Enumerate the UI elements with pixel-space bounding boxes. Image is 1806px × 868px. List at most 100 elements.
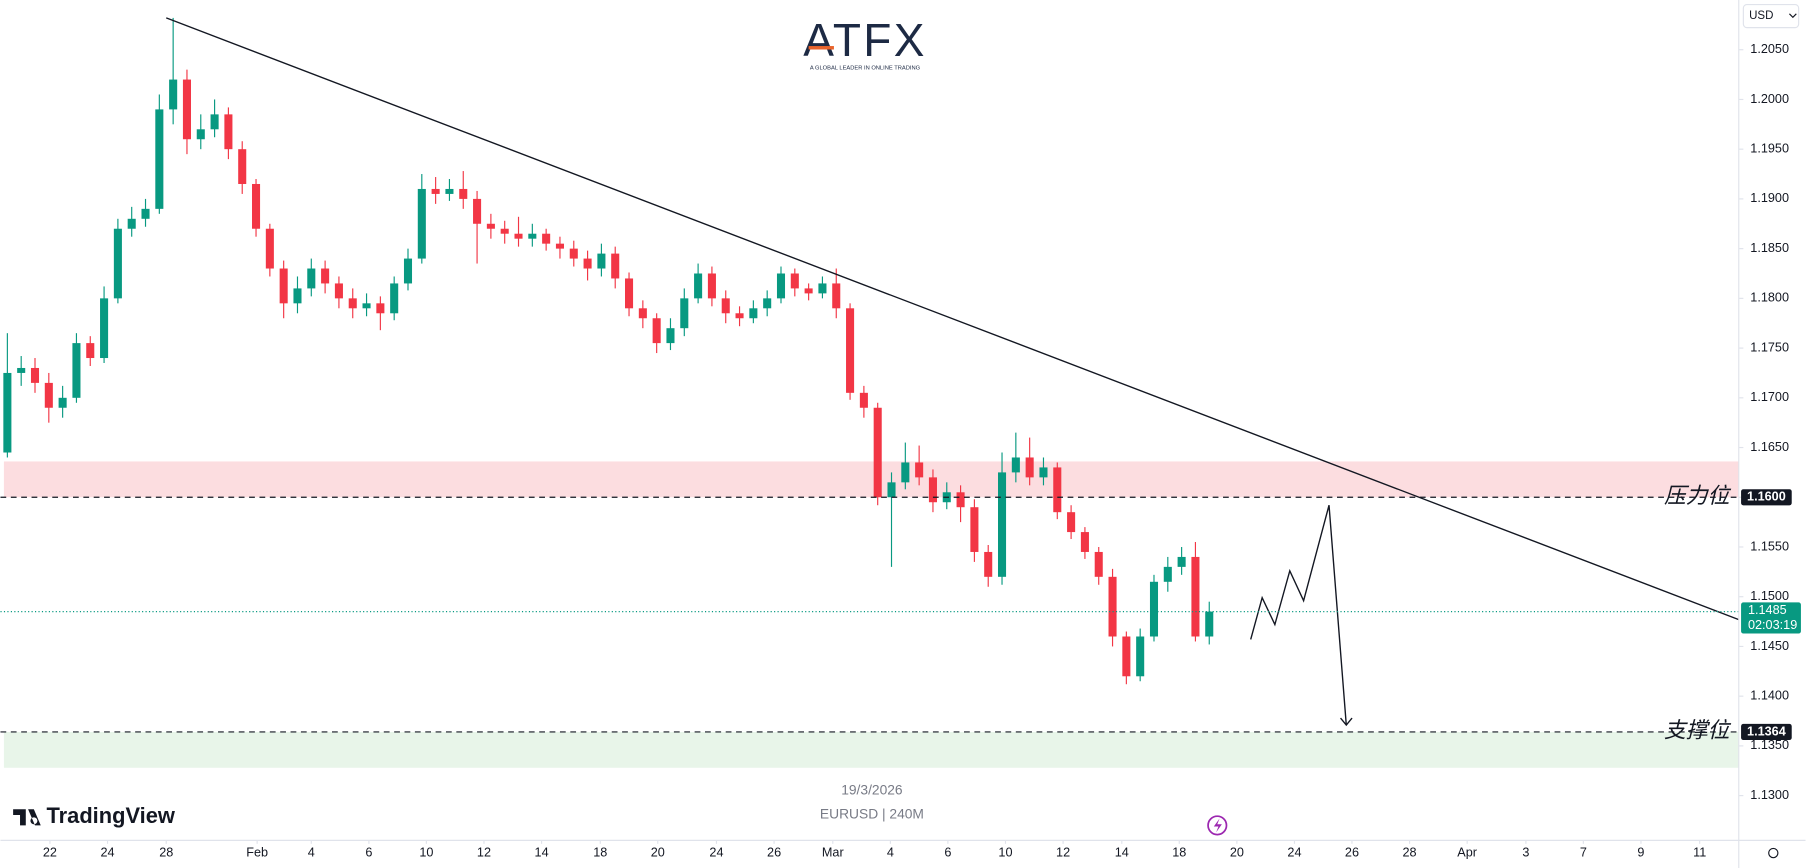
candle-body — [1011, 457, 1020, 473]
candle-body — [44, 382, 53, 408]
event-icon[interactable] — [1207, 815, 1228, 836]
level-label: 支撑位 — [1664, 718, 1732, 743]
candle-body — [1094, 551, 1103, 577]
candle-body — [928, 477, 937, 503]
candle-body — [735, 313, 744, 319]
trendline — [165, 17, 1740, 621]
logo: ATFX — [803, 14, 926, 66]
candle-body — [1136, 636, 1145, 677]
candle-body — [611, 253, 620, 279]
candle-body — [486, 223, 495, 229]
candle-body — [694, 273, 703, 299]
y-tick-label: 1.1850 — [1750, 241, 1789, 255]
candle-body — [1053, 467, 1062, 513]
candle-body — [846, 308, 855, 393]
x-tick-label: 26 — [1345, 845, 1359, 859]
candle-body — [1025, 457, 1034, 478]
candle-body — [542, 233, 551, 244]
logo-tagline: A GLOBAL LEADER IN ONLINE TRADING — [810, 65, 921, 71]
candle-body — [376, 303, 385, 314]
x-tick-label: 26 — [767, 845, 781, 859]
candle-body — [224, 114, 233, 150]
x-tick-label: 14 — [1115, 845, 1129, 859]
candle-body — [625, 278, 634, 309]
candle-body — [362, 303, 371, 309]
candle-body — [1108, 576, 1117, 637]
level-value: 1.1364 — [1747, 724, 1786, 738]
candle-body — [984, 551, 993, 577]
candle-body — [445, 188, 454, 194]
candle-body — [1205, 611, 1214, 637]
candle-body — [763, 298, 772, 309]
candle-body — [887, 482, 896, 498]
candle-body — [956, 492, 965, 508]
candle-body — [597, 253, 606, 269]
y-tick-label: 1.1500 — [1750, 589, 1789, 603]
candle-body — [72, 343, 81, 398]
candle-body — [252, 183, 261, 229]
x-tick-label: 12 — [1056, 845, 1070, 859]
candle-body — [155, 109, 164, 209]
y-tick-label: 1.1750 — [1750, 340, 1789, 354]
watermark-symbol: EURUSD | 240M — [820, 806, 924, 822]
candle-body — [86, 343, 95, 359]
x-tick-label: 14 — [535, 845, 549, 859]
candle-body — [707, 273, 716, 299]
x-tick-label: 28 — [159, 845, 173, 859]
candle-body — [528, 233, 537, 239]
candle-body — [334, 283, 343, 299]
currency-select[interactable] — [1742, 4, 1800, 29]
x-tick-label: 24 — [100, 845, 114, 859]
x-tick-label: 9 — [1637, 845, 1644, 859]
candle-body — [873, 407, 882, 498]
x-tick-label: 6 — [944, 845, 951, 859]
candle-body — [431, 188, 440, 194]
candle-body — [210, 114, 219, 130]
watermark-date: 19/3/2026 — [841, 782, 903, 798]
x-tick-label: 18 — [1172, 845, 1186, 859]
candle-body — [652, 318, 661, 344]
y-tick-label: 1.2050 — [1750, 42, 1789, 56]
candle-body — [1039, 467, 1048, 478]
candle-body — [721, 298, 730, 314]
candle-body — [804, 288, 813, 294]
y-tick-label: 1.1700 — [1750, 390, 1789, 404]
event-icon-bolt — [1213, 818, 1222, 833]
y-tick-label: 1.1450 — [1750, 639, 1789, 653]
resistance-zone — [3, 461, 1739, 498]
candle-body — [279, 268, 288, 304]
x-tick-label: 22 — [43, 845, 57, 859]
candle-body — [1191, 556, 1200, 637]
zones — [3, 461, 1739, 768]
candle-body — [182, 79, 191, 140]
x-tick-label: 3 — [1522, 845, 1529, 859]
candle-body — [998, 472, 1007, 577]
y-tick-label: 1.1950 — [1750, 142, 1789, 156]
settings-icon[interactable] — [1768, 847, 1779, 859]
candle-body — [141, 208, 150, 219]
y-tick-label: 1.1550 — [1750, 539, 1789, 553]
candle-body — [293, 288, 302, 304]
x-tick-label: 10 — [998, 845, 1012, 859]
y-tick-label: 1.1300 — [1750, 788, 1789, 802]
y-tick-label: 1.1800 — [1750, 291, 1789, 305]
logo-accent — [808, 46, 834, 50]
x-tick-label: 7 — [1580, 845, 1587, 859]
currency-caret — [1789, 13, 1797, 19]
x-tick-label: 6 — [365, 845, 372, 859]
x-tick-label: 4 — [887, 845, 894, 859]
candle-body — [638, 308, 647, 319]
candle-body — [459, 188, 468, 199]
x-tick-label: Mar — [822, 845, 844, 859]
support-zone — [3, 731, 1739, 768]
current-price-countdown: 02:03:19 — [1748, 618, 1797, 632]
candle-body — [265, 228, 274, 269]
candle-body — [196, 129, 205, 140]
candle-body — [569, 248, 578, 259]
candle-body — [417, 188, 426, 259]
level-badge — [1741, 723, 1792, 741]
candle-body — [403, 258, 413, 284]
candle-body — [238, 149, 247, 184]
candle-body — [348, 298, 357, 309]
